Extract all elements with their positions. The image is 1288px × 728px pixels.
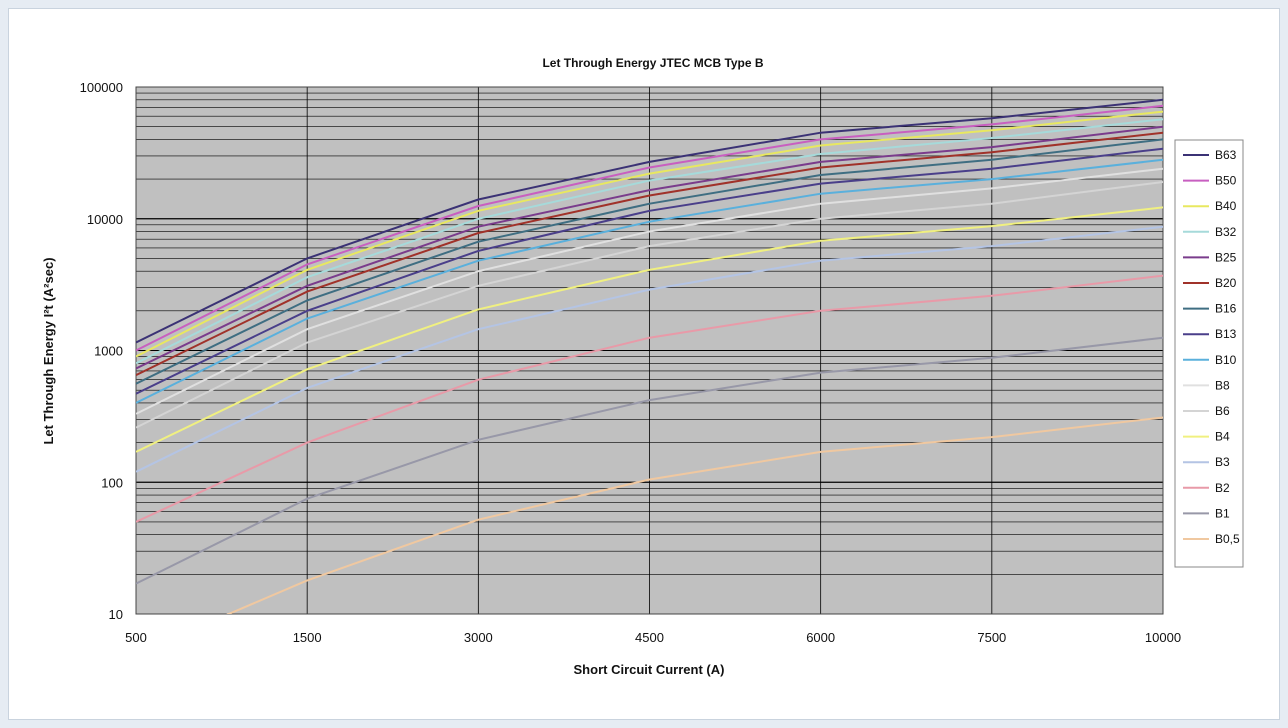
series-line-b40 [136,110,1163,358]
series-line-b32 [136,118,1163,365]
y-tick-label: 10 [109,607,123,622]
x-tick-label: 3000 [464,630,493,645]
y-tick-labels: 10 100 1000 10000 100000 [80,80,123,622]
x-tick-label: 7500 [977,630,1006,645]
series-line-b63 [136,98,1163,344]
legend-label-b32: B32 [1215,225,1237,239]
y-axis-label: Let Through Energy I²t (A²sec) [41,257,56,444]
x-tick-label: 4500 [635,630,664,645]
legend-label-b40: B40 [1215,199,1237,213]
legend-label-b0-5: B0,5 [1215,532,1240,546]
y-tick-label: 100 [101,475,123,490]
x-tick-labels: 500 1500 3000 4500 6000 7500 10000 [125,630,1181,645]
y-tick-label: 10000 [87,212,123,227]
x-tick-label: 6000 [806,630,835,645]
legend-label-b8: B8 [1215,378,1230,392]
chart-svg: Let Through Energy JTEC MCB Type B 500 15… [41,56,1244,677]
series-line-b50 [136,104,1163,352]
x-tick-label: 1500 [293,630,322,645]
chart-title: Let Through Energy JTEC MCB Type B [542,56,763,70]
legend-label-b25: B25 [1215,250,1237,264]
series-line-b1 [136,336,1163,585]
legend: B63 B50 B40 B32 B25 B20 B16 B13 B10 B8 B6 B4 B3 B2 B1 B… [1174,139,1244,568]
series-line-b4 [136,206,1163,453]
y-tick-label: 100000 [80,80,123,95]
series-lines [136,98,1163,614]
x-axis-label: Short Circuit Current (A) [574,662,725,677]
series-line-b2 [136,274,1163,523]
legend-label-b50: B50 [1215,174,1237,188]
series-line-b6 [136,181,1163,429]
legend-label-b2: B2 [1215,481,1230,495]
series-line-b13 [136,147,1163,395]
series-line-b10 [136,158,1163,404]
y-tick-label: 1000 [94,344,123,359]
legend-label-b16: B16 [1215,302,1237,316]
legend-label-b63: B63 [1215,148,1237,162]
series-line-b8 [136,167,1163,415]
series-line-b0-5 [226,416,1163,614]
x-tick-label: 10000 [1145,630,1181,645]
grid-lines [135,86,1164,615]
legend-label-b6: B6 [1215,404,1230,418]
legend-label-b3: B3 [1215,455,1230,469]
series-line-b25 [136,125,1163,370]
x-tick-label: 500 [125,630,147,645]
series-line-b16 [136,138,1163,385]
series-line-b20 [136,131,1163,376]
legend-label-b1: B1 [1215,506,1230,520]
legend-label-b4: B4 [1215,430,1230,444]
legend-label-b20: B20 [1215,276,1237,290]
chart-frame: Let Through Energy JTEC MCB Type B 500 15… [8,8,1280,720]
legend-label-b13: B13 [1215,327,1237,341]
legend-box [1174,139,1244,568]
series-line-b3 [136,225,1163,473]
legend-label-b10: B10 [1215,353,1237,367]
